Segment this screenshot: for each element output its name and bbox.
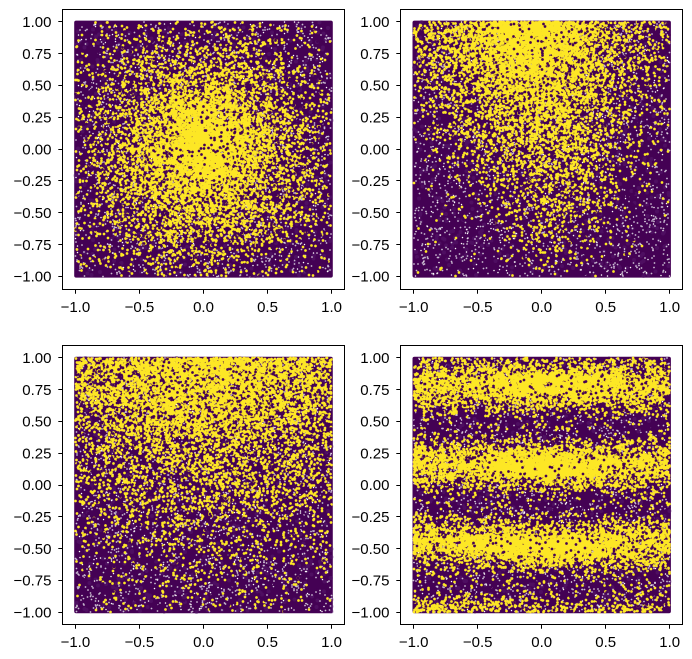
svg-text:0.00: 0.00	[360, 477, 389, 494]
svg-text:−0.75: −0.75	[352, 573, 390, 590]
svg-text:0.50: 0.50	[360, 78, 389, 95]
svg-text:−0.75: −0.75	[14, 237, 52, 254]
svg-text:−1.0: −1.0	[399, 634, 429, 651]
svg-text:1.0: 1.0	[321, 299, 342, 316]
svg-text:0.5: 0.5	[595, 634, 616, 651]
svg-text:−0.25: −0.25	[14, 173, 52, 190]
svg-text:0.0: 0.0	[193, 299, 214, 316]
svg-text:−0.75: −0.75	[352, 237, 390, 254]
svg-text:−0.25: −0.25	[352, 173, 390, 190]
svg-text:−0.50: −0.50	[14, 205, 52, 222]
svg-text:1.00: 1.00	[360, 350, 389, 367]
svg-text:−1.0: −1.0	[61, 299, 91, 316]
svg-text:−0.5: −0.5	[463, 299, 493, 316]
svg-text:0.0: 0.0	[193, 634, 214, 651]
svg-text:0.50: 0.50	[22, 414, 51, 431]
svg-text:−0.75: −0.75	[14, 573, 52, 590]
svg-text:−1.00: −1.00	[352, 604, 390, 621]
svg-text:−1.0: −1.0	[399, 299, 429, 316]
svg-text:−0.50: −0.50	[14, 541, 52, 558]
svg-text:0.50: 0.50	[22, 78, 51, 95]
svg-text:0.0: 0.0	[531, 299, 552, 316]
svg-text:0.25: 0.25	[360, 110, 389, 127]
svg-text:0.5: 0.5	[595, 299, 616, 316]
svg-text:−0.50: −0.50	[352, 205, 390, 222]
svg-text:−0.5: −0.5	[463, 634, 493, 651]
svg-text:0.50: 0.50	[360, 414, 389, 431]
svg-text:0.75: 0.75	[360, 46, 389, 63]
svg-text:−0.25: −0.25	[352, 509, 390, 526]
svg-text:1.0: 1.0	[321, 634, 342, 651]
svg-text:0.25: 0.25	[22, 445, 51, 462]
svg-text:1.00: 1.00	[360, 14, 389, 31]
svg-text:−1.0: −1.0	[61, 634, 91, 651]
svg-text:0.75: 0.75	[360, 382, 389, 399]
svg-text:−0.25: −0.25	[14, 509, 52, 526]
svg-text:1.0: 1.0	[659, 299, 680, 316]
svg-text:−0.50: −0.50	[352, 541, 390, 558]
svg-text:1.00: 1.00	[22, 350, 51, 367]
svg-text:−0.5: −0.5	[125, 634, 155, 651]
svg-text:0.75: 0.75	[22, 46, 51, 63]
svg-text:−1.00: −1.00	[14, 604, 52, 621]
svg-text:0.5: 0.5	[257, 634, 278, 651]
svg-text:0.00: 0.00	[360, 141, 389, 158]
svg-text:1.00: 1.00	[22, 14, 51, 31]
svg-text:−0.5: −0.5	[125, 299, 155, 316]
svg-text:−1.00: −1.00	[352, 269, 390, 286]
svg-text:0.25: 0.25	[22, 110, 51, 127]
svg-text:1.0: 1.0	[659, 634, 680, 651]
svg-text:0.5: 0.5	[257, 299, 278, 316]
svg-text:−1.00: −1.00	[14, 269, 52, 286]
svg-text:0.25: 0.25	[360, 445, 389, 462]
svg-text:0.0: 0.0	[531, 634, 552, 651]
svg-text:0.75: 0.75	[22, 382, 51, 399]
svg-text:0.00: 0.00	[22, 477, 51, 494]
svg-text:0.00: 0.00	[22, 141, 51, 158]
